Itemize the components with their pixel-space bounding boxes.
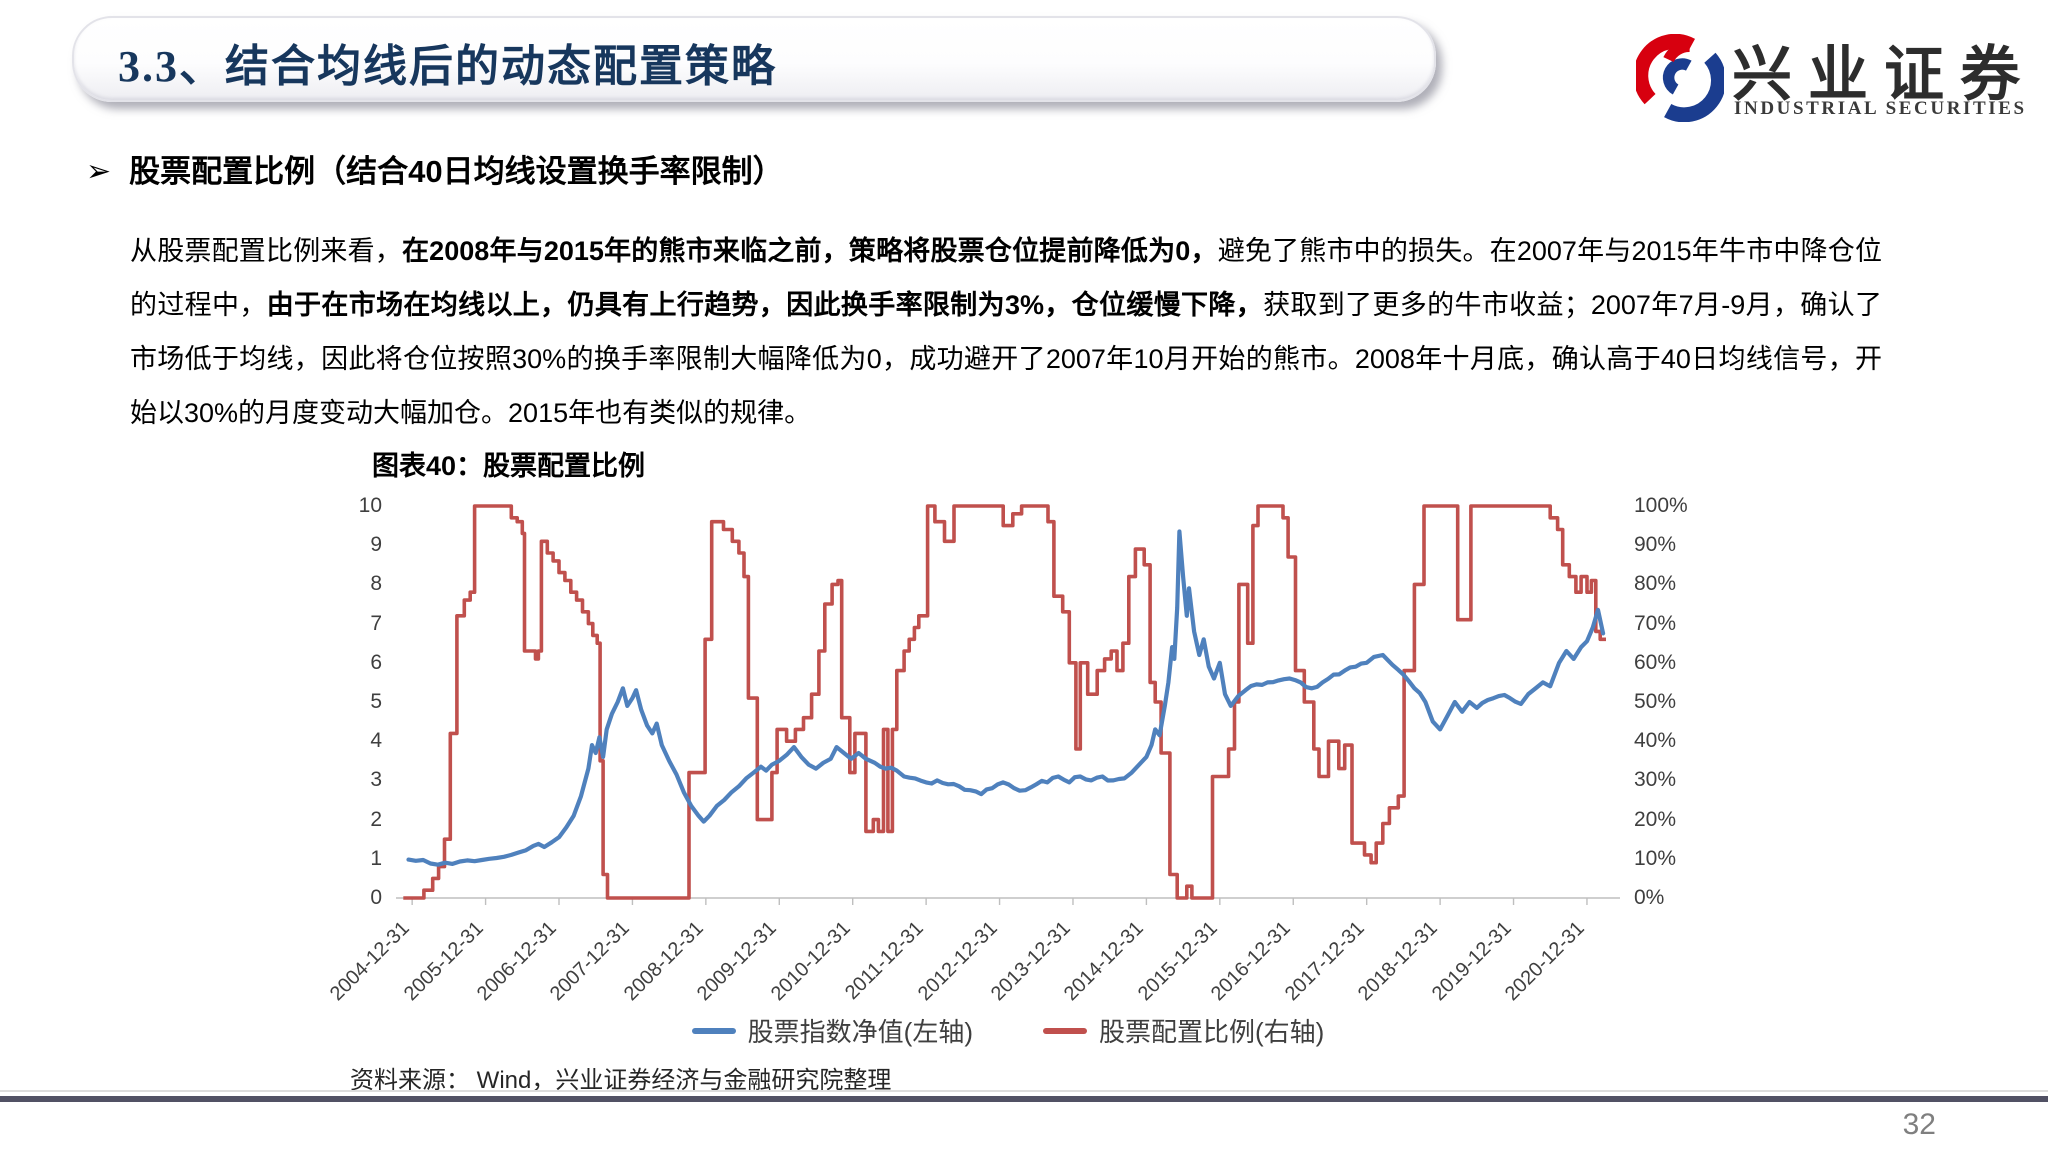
footer-rule bbox=[0, 1096, 2048, 1102]
footer-thin-rule bbox=[0, 1090, 2048, 1092]
logo-swirl-icon bbox=[1636, 34, 1724, 122]
allocation-chart: 0 1 2 3 4 5 6 7 8 9 10 0% 10% 20% 30% 40% 50% 60% 70% 80% 9… bbox=[300, 494, 1730, 1005]
paragraph-segment-bold: 在2008年与2015年的熊市来临之前，策略将股票仓位提前降低为0， bbox=[401, 236, 1218, 266]
y-right-tick-label: 60% bbox=[1634, 650, 1677, 674]
legend-item-index-netvalue: 股票指数净值(左轴) bbox=[691, 1012, 973, 1049]
paragraph-segment: 从股票配置比例来看， bbox=[130, 236, 402, 266]
y-right-tick-label: 80% bbox=[1634, 572, 1677, 596]
page-number: 32 bbox=[1902, 1108, 1936, 1141]
paragraph-segment-bold: 由于在市场在均线以上，仍具有上行趋势，因此换手率限制为3%，仓位缓慢下降， bbox=[266, 290, 1264, 320]
y-right-tick-label: 90% bbox=[1634, 533, 1677, 557]
section-title-pill bbox=[72, 16, 1436, 102]
y-right-tick-label: 100% bbox=[1634, 494, 1688, 517]
bullet-heading: 股票配置比例（结合40日均线设置换手率限制） bbox=[129, 154, 784, 189]
y-right-tick-label: 20% bbox=[1634, 807, 1677, 831]
source-note: 资料来源： Wind，兴业证券经济与金融研究院整理 bbox=[350, 1067, 892, 1094]
bullet-heading-row: ➢ 股票配置比例（结合40日均线设置换手率限制） bbox=[86, 152, 784, 192]
chart-plot-area bbox=[396, 504, 1620, 905]
legend-label: 股票指数净值(左轴) bbox=[747, 1017, 973, 1047]
allocation-ratio-line bbox=[403, 504, 1606, 900]
logo-company-name: 兴业证券 bbox=[1732, 42, 2036, 108]
bullet-arrow-icon: ➢ bbox=[86, 155, 112, 188]
y-right-tick-label: 50% bbox=[1634, 690, 1677, 713]
legend-line-blue-icon bbox=[691, 1027, 736, 1034]
figure-title: 图表40：股票配置比例 bbox=[372, 451, 646, 481]
y-left-tick-label: 4 bbox=[370, 729, 382, 753]
y-left-tick-label: 1 bbox=[370, 846, 382, 870]
logo-company-name-en: INDUSTRIAL SECURITIES bbox=[1734, 98, 2027, 119]
page-title: 3.3、结合均线后的动态配置策略 bbox=[118, 42, 777, 91]
index-netvalue-line bbox=[406, 529, 1606, 867]
paragraph-segment: 避免了熊市中的损失。在2007年与2015年牛市中降仓位的过程中， bbox=[130, 236, 1882, 320]
y-left-tick-label: 9 bbox=[370, 533, 382, 557]
y-left-tick-label: 2 bbox=[370, 807, 382, 831]
y-right-tick-label: 0% bbox=[1634, 886, 1665, 909]
y-right-tick-label: 10% bbox=[1634, 846, 1677, 870]
company-logo: 兴业证券 INDUSTRIAL SECURITIES bbox=[1630, 26, 2045, 126]
legend-item-allocation-ratio: 股票配置比例(右轴) bbox=[1043, 1012, 1324, 1049]
x-axis-label: 2004-12-31 bbox=[326, 917, 414, 1006]
y-left-tick-label: 6 bbox=[370, 650, 382, 674]
body-paragraph: 从股票配置比例来看，在2008年与2015年的熊市来临之前，策略将股票仓位提前降… bbox=[130, 224, 1882, 440]
paragraph-segment: 获取到了更多的牛市收益；2007年7月-9月，确认了市场低于均线，因此将仓位按照… bbox=[130, 290, 1882, 428]
chart-legend: 股票指数净值(左轴) 股票配置比例(右轴) bbox=[396, 1012, 1620, 1049]
y-left-tick-label: 5 bbox=[370, 690, 382, 713]
y-left-tick-label: 3 bbox=[370, 768, 382, 792]
y-left-tick-label: 0 bbox=[370, 886, 382, 909]
y-right-tick-label: 40% bbox=[1634, 729, 1677, 753]
y-left-tick-label: 7 bbox=[370, 611, 382, 635]
legend-line-red-icon bbox=[1043, 1027, 1087, 1034]
y-right-tick-label: 30% bbox=[1634, 768, 1677, 792]
y-left-tick-label: 10 bbox=[358, 494, 382, 517]
y-left-tick-label: 8 bbox=[370, 572, 382, 596]
y-right-tick-label: 70% bbox=[1634, 611, 1677, 635]
legend-label: 股票配置比例(右轴) bbox=[1099, 1017, 1325, 1047]
